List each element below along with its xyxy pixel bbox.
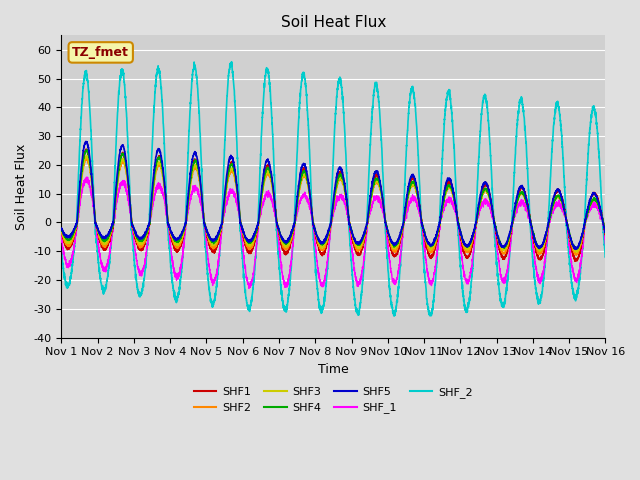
SHF5 [486,194,494,200]
SHF_1 [486,206,494,212]
SHF_1 [601,233,609,239]
SHF2 [313,237,321,242]
SHF5 [456,224,463,230]
SHF5 [602,230,609,236]
SHF_1 [456,231,463,237]
SHF5 [156,147,163,153]
SHF1 [486,193,494,199]
Line: SHF4: SHF4 [61,150,605,249]
SHF1 [571,258,579,264]
SHF_1 [83,174,90,180]
X-axis label: Time: Time [318,363,349,376]
SHF1 [58,230,65,236]
SHF_2 [486,146,494,152]
SHF1 [83,146,91,152]
SHF_1 [156,181,163,187]
SHF3 [82,153,90,159]
SHF5 [82,139,90,144]
Line: SHF_1: SHF_1 [61,177,605,288]
SHF3 [602,229,609,235]
SHF2 [572,252,580,258]
SHF5 [58,225,65,231]
SHF4 [426,241,433,247]
SHF1 [426,251,433,257]
SHF2 [602,231,609,237]
SHF_1 [245,286,253,291]
SHF3 [456,225,463,230]
SHF_2 [601,249,609,254]
SHF4 [83,147,91,153]
SHF1 [602,233,609,239]
Line: SHF2: SHF2 [61,159,605,255]
SHF_2 [156,68,163,73]
SHF3 [156,160,163,166]
Line: SHF1: SHF1 [61,149,605,261]
SHF1 [313,240,321,246]
SHF1 [456,224,463,230]
SHF_2 [58,248,65,253]
SHF_1 [426,280,433,286]
SHF2 [601,228,609,234]
SHF3 [486,197,494,203]
Line: SHF_2: SHF_2 [61,62,605,316]
Line: SHF5: SHF5 [61,142,605,249]
SHF3 [313,235,321,240]
SHF2 [426,248,433,253]
Title: Soil Heat Flux: Soil Heat Flux [281,15,386,30]
SHF_2 [602,254,609,260]
SHF2 [486,199,494,204]
SHF_2 [228,59,236,65]
SHF_2 [456,248,463,253]
Y-axis label: Soil Heat Flux: Soil Heat Flux [15,144,28,229]
SHF3 [601,228,609,234]
SHF3 [573,249,580,255]
SHF5 [426,240,433,246]
SHF1 [156,154,163,159]
SHF2 [156,162,163,168]
SHF4 [456,224,463,230]
Text: TZ_fmet: TZ_fmet [72,46,129,59]
SHF4 [58,227,65,232]
SHF_2 [313,283,321,288]
SHF4 [572,246,580,252]
SHF_2 [426,312,433,318]
SHF5 [313,234,321,240]
SHF4 [486,195,494,201]
SHF3 [426,243,433,249]
SHF5 [601,229,609,235]
SHF4 [601,228,609,233]
SHF_1 [602,241,609,247]
SHF4 [156,154,163,160]
SHF1 [601,228,609,234]
SHF3 [58,228,65,234]
SHF_2 [390,313,398,319]
SHF_1 [314,258,321,264]
SHF2 [83,156,90,162]
SHF2 [456,225,463,231]
SHF4 [602,228,609,234]
Line: SHF3: SHF3 [61,156,605,252]
SHF4 [313,233,321,239]
SHF2 [58,228,65,233]
SHF5 [572,246,579,252]
SHF_1 [58,237,65,243]
Legend: SHF1, SHF2, SHF3, SHF4, SHF5, SHF_1, SHF_2: SHF1, SHF2, SHF3, SHF4, SHF5, SHF_1, SHF… [190,383,477,418]
